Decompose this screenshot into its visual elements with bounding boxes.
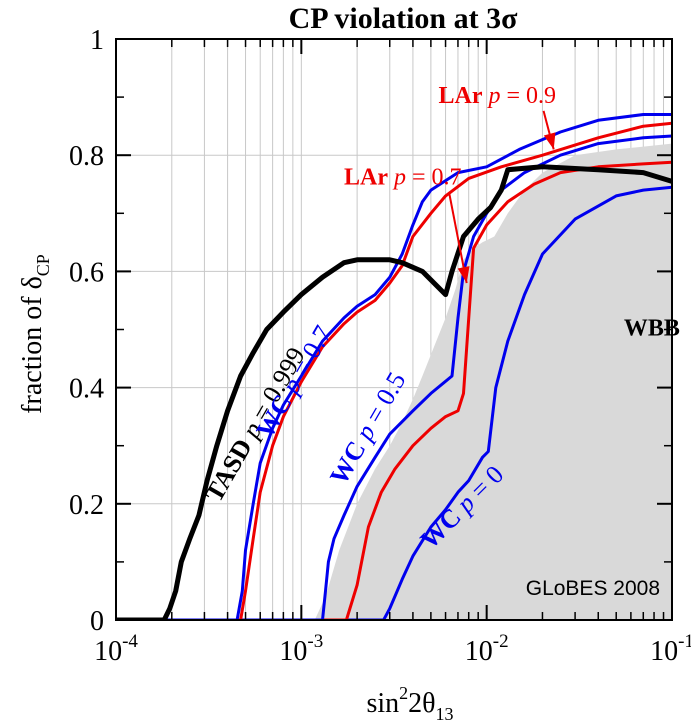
x-axis-label: sin22θ13 [366, 683, 453, 724]
x-tick-label: 10-4 [94, 631, 138, 667]
y-tick-label: 0.4 [69, 374, 104, 405]
x-axis-label-base: sin [366, 688, 399, 719]
y-tick-label: 0.2 [69, 490, 104, 521]
y-tick-label: 0.6 [69, 257, 104, 288]
x-tick-label: 10-2 [465, 631, 509, 667]
credit-label: GLoBES 2008 [526, 577, 660, 600]
series-layer [116, 113, 672, 620]
y-tick-label: 1 [90, 25, 104, 56]
label-arrowhead-lar07 [457, 266, 470, 284]
y-axis-label-sub: CP [33, 254, 53, 276]
x-axis-label-sub: 13 [436, 704, 454, 724]
series-label-wbb: WBB [624, 315, 680, 341]
y-axis-label: fraction of δCP [17, 254, 53, 414]
x-tick-label: 10-3 [279, 631, 323, 667]
x-axis-label-mid: 2θ [408, 688, 435, 719]
series-line-wc07 [116, 113, 672, 620]
series-line-wc0 [116, 185, 672, 620]
series-line-lar07 [116, 160, 672, 620]
y-tick-label: 0.8 [69, 141, 104, 172]
label-arrowhead-lar09 [543, 132, 556, 150]
series-label-lar07: LAr p = 0.7 [344, 164, 462, 190]
area-layer [314, 143, 672, 620]
series-line-lar09 [116, 121, 672, 620]
y-tick-label: 0 [90, 606, 104, 637]
chart-title: CP violation at 3σ [289, 2, 519, 35]
series-line-wc05 [116, 134, 672, 620]
series-line-tasd [116, 164, 672, 620]
series-label-lar09: LAr p = 0.9 [439, 83, 557, 109]
x-axis-label-sup: 2 [399, 683, 408, 703]
wbb-area [314, 143, 672, 620]
x-tick-label: 10-1 [650, 631, 691, 667]
y-axis-label-text: fraction of δ [17, 276, 48, 414]
axis-ticks: 10-4 10-3 10-2 10-1 0 0.2 0.4 0.6 0.8 1 [69, 25, 691, 667]
